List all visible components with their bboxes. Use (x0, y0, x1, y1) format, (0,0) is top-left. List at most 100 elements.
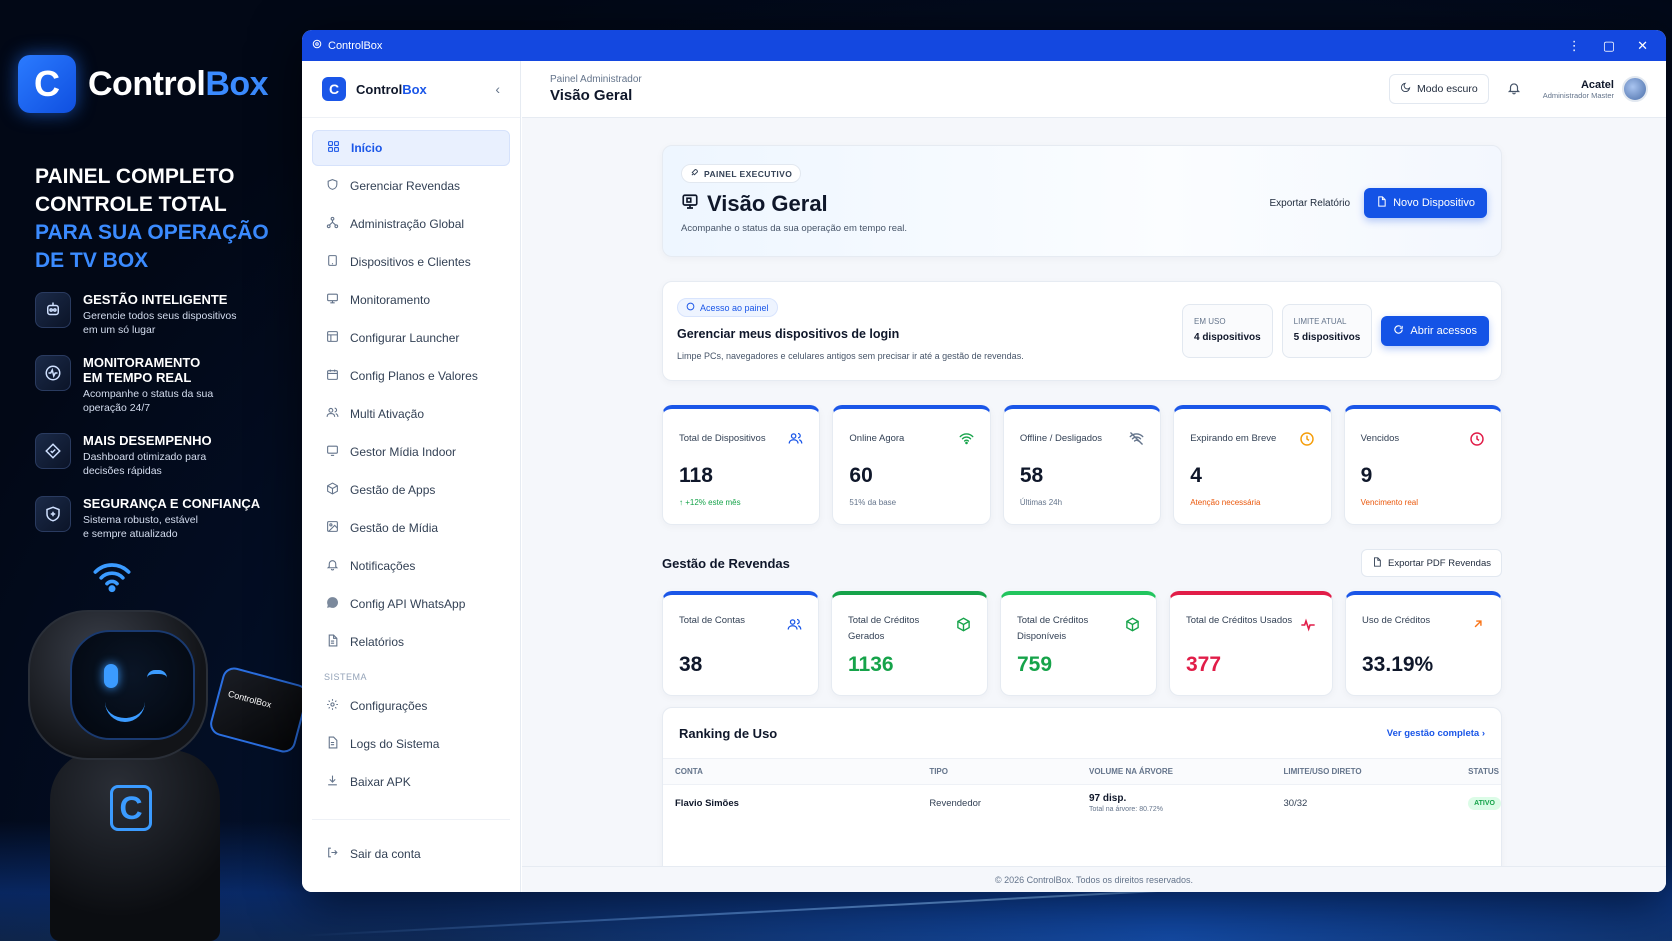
column-header: TIPO (917, 758, 1077, 785)
resellers-section-title: Gestão de Revendas (662, 555, 790, 571)
image-icon (324, 520, 340, 536)
sidebar-item-midia[interactable]: Gestão de Mídia (312, 510, 510, 546)
brand-name-accent: Box (205, 64, 269, 103)
feature-desc: Dashboard otimizado para (83, 451, 207, 463)
feature-desc: Gerencie todos seus dispositivos (83, 310, 237, 322)
export-pdf-button[interactable]: Exportar PDF Revendas (1361, 549, 1502, 577)
reseller-credits-generated[interactable]: Total de Créditos Gerados 1136 (831, 591, 988, 696)
activity-icon (1300, 617, 1316, 637)
column-header: LIMITE/USO DIRETO (1271, 758, 1457, 785)
kpi-label: Offline / Desligados (1019, 433, 1103, 444)
kpi-value: 9 (1360, 464, 1373, 487)
gear-icon (324, 698, 340, 714)
layout-icon (324, 330, 340, 346)
hero-actions: Exportar Relatório Novo Dispositivo (1269, 188, 1487, 218)
kpi-label: Expirando em Breve (1190, 433, 1277, 444)
promo-brand: C ControlBox (18, 55, 269, 113)
new-device-button[interactable]: Novo Dispositivo (1364, 188, 1487, 218)
sidebar-nav: Início Gerenciar Revendas Administração … (302, 118, 520, 800)
table-row[interactable]: Flavio Simões Revendedor 97 disp. Total … (663, 785, 1501, 822)
monitor-pulse-icon (35, 355, 71, 391)
collapse-sidebar-icon[interactable]: ‹ (495, 81, 500, 97)
app-small-icon (312, 39, 322, 52)
sidebar-item-midia-indoor[interactable]: Gestor Mídia Indoor (312, 434, 510, 470)
kpi-expiring-soon[interactable]: Expirando em Breve 4 Atenção necessária (1173, 405, 1332, 525)
reseller-total-accounts[interactable]: Total de Contas 38 (662, 591, 819, 696)
feature-desc: Acompanhe o status da sua (83, 388, 214, 400)
wifi-off-icon (1129, 431, 1144, 450)
more-options-icon[interactable]: ⋮ (1567, 37, 1581, 53)
network-icon (324, 216, 340, 232)
feature-desc: em um só lugar (83, 324, 156, 336)
sidebar-item-planos[interactable]: Config Planos e Valores (312, 358, 510, 394)
user-info[interactable]: Acatel Administrador Master (1543, 79, 1614, 100)
clock-icon (1299, 431, 1315, 451)
sidebar-item-whatsapp[interactable]: Config API WhatsApp (312, 586, 510, 622)
users-icon (324, 406, 340, 422)
dark-mode-label: Modo escuro (1417, 83, 1478, 95)
robot-screen (70, 630, 195, 740)
user-name: Acatel (1580, 78, 1614, 91)
limit-value: 5 dispositivos (1293, 332, 1361, 343)
reseller-credit-usage[interactable]: Uso de Créditos 33.19% (1345, 591, 1502, 696)
kpi-value: 58 (1019, 464, 1044, 487)
close-icon[interactable]: ✕ (1637, 37, 1648, 53)
kpi-value: 4 (1190, 464, 1202, 487)
sidebar-item-revendas[interactable]: Gerenciar Revendas (312, 168, 510, 204)
table-header-row: CONTA TIPO VOLUME NA ÁRVORE LIMITE/USO D… (663, 758, 1501, 785)
sidebar-item-inicio[interactable]: Início (312, 130, 510, 166)
ranking-card: Ranking de Uso Ver gestão completa › CON… (662, 707, 1502, 866)
window-controls: ⋮ ▢ ✕ (1568, 38, 1648, 54)
logout-button[interactable]: Sair da conta (312, 836, 510, 872)
sidebar-brand: C ControlBox ‹ (302, 61, 520, 118)
main-area: Painel Administrador Visão Geral Modo es… (522, 61, 1666, 892)
brand-logo-icon: C (18, 55, 76, 113)
kpi-sub: Vencimento real (1360, 498, 1418, 507)
page-title: Visão Geral (550, 87, 633, 104)
sidebar-item-launcher[interactable]: Configurar Launcher (312, 320, 510, 356)
sidebar-item-relatorios[interactable]: Relatórios (312, 624, 510, 660)
maximize-icon[interactable]: ▢ (1602, 37, 1616, 53)
sidebar-item-monitoramento[interactable]: Monitoramento (312, 282, 510, 318)
kpi-online-now[interactable]: Online Agora 60 51% da base (832, 405, 991, 525)
kpi-expired[interactable]: Vencidos 9 Vencimento real (1343, 405, 1503, 525)
avatar[interactable] (1622, 76, 1648, 102)
download-icon (324, 774, 340, 790)
window-title: ControlBox (312, 39, 1568, 52)
feature-desc: Sistema robusto, estável (83, 514, 198, 526)
kpi-offline[interactable]: Offline / Desligados 58 Últimas 24h (1002, 405, 1162, 525)
document-icon (1372, 556, 1382, 570)
document-icon (1376, 196, 1387, 210)
sidebar-item-dispositivos[interactable]: Dispositivos e Clientes (312, 244, 510, 280)
brand-name: ControlBox (88, 64, 269, 104)
sidebar-item-apps[interactable]: Gestão de Apps (312, 472, 510, 508)
sidebar-brand-name: ControlBox (356, 82, 485, 97)
sidebar-item-configuracoes[interactable]: Configurações (312, 688, 510, 724)
sidebar-item-administracao[interactable]: Administração Global (312, 206, 510, 242)
open-access-button[interactable]: Abrir acessos (1381, 316, 1489, 346)
window-title-text: ControlBox (328, 39, 383, 52)
kpi-total-devices[interactable]: Total de Dispositivos 118 ↑ +12% este mê… (662, 405, 821, 525)
dark-mode-button[interactable]: Modo escuro (1389, 74, 1489, 104)
refresh-icon (1393, 324, 1404, 338)
reseller-credits-used[interactable]: Total de Créditos Usados 377 (1169, 591, 1333, 696)
sidebar-item-logs[interactable]: Logs do Sistema (312, 726, 510, 762)
feature-item: MAIS DESEMPENHO Dashboard otimizado para… (35, 433, 295, 478)
export-report-button[interactable]: Exportar Relatório (1269, 197, 1351, 209)
sidebar-item-notificacoes[interactable]: Notificações (312, 548, 510, 584)
app-window: ControlBox ⋮ ▢ ✕ C ControlBox ‹ Início G… (302, 30, 1666, 892)
sidebar-item-label: Administração Global (350, 217, 465, 231)
sidebar-brand-accent: Box (402, 81, 427, 97)
reseller-label: Total de Créditos Usados (1186, 615, 1293, 626)
in-use-value: 4 dispositivos (1193, 332, 1261, 343)
column-header: CONTA (663, 758, 918, 785)
feature-desc: e sempre atualizado (83, 528, 178, 540)
notifications-bell-icon[interactable] (1507, 81, 1521, 98)
view-full-management-link[interactable]: Ver gestão completa › (1387, 728, 1485, 739)
sidebar-item-baixar-apk[interactable]: Baixar APK (312, 764, 510, 800)
sidebar-item-multi-ativacao[interactable]: Multi Ativação (312, 396, 510, 432)
kpi-sub-text: +12% este mês (685, 498, 741, 507)
headline-line: PAINEL COMPLETO (35, 165, 235, 188)
reseller-credits-available[interactable]: Total de Créditos Disponíveis 759 (1000, 591, 1157, 696)
sidebar-logo-icon: C (322, 77, 346, 101)
